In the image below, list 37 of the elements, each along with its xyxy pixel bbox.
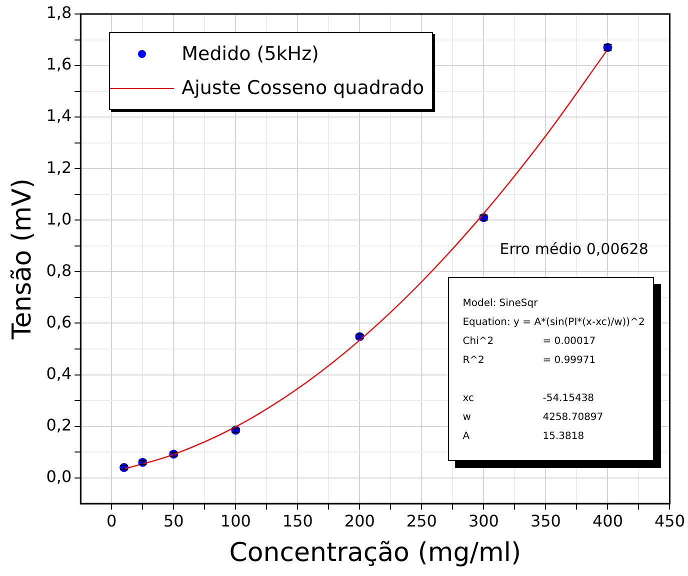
y-tick-label: 0,8 — [46, 260, 72, 280]
x-tick-label: 400 — [592, 511, 623, 530]
x-tick-label: 150 — [282, 511, 313, 530]
x-tick-label: 50 — [163, 511, 184, 530]
y-tick-label: 1,4 — [46, 106, 72, 126]
legend-label: Ajuste Cosseno quadrado — [182, 77, 424, 99]
annotation: = 0.99971 — [542, 355, 596, 368]
y-tick-label: 0,4 — [46, 364, 72, 383]
legend-label: Medido (5kHz) — [182, 43, 319, 65]
x-tick-label: 250 — [406, 511, 437, 530]
annotation: Model: SineSqr — [462, 298, 539, 311]
annotation: 15.3818 — [542, 431, 584, 444]
annotation: A — [462, 431, 471, 444]
x-tick-label: 300 — [468, 511, 499, 530]
y-tick-label: 0,0 — [46, 466, 72, 486]
x-tick-label: 450 — [654, 511, 686, 530]
y-tick-label: 1,0 — [46, 209, 72, 228]
y-axis-title: Tensão (mV) — [7, 178, 38, 340]
y-tick-label: 1,6 — [46, 54, 72, 74]
x-tick-label: 0 — [106, 511, 117, 530]
annotation: Erro médio 0,00628 — [500, 240, 648, 258]
x-tick-label: 350 — [530, 511, 561, 530]
annotation: w — [462, 412, 472, 425]
x-axis-title: Concentração (mg/ml) — [229, 538, 522, 568]
x-tick-label: 200 — [344, 511, 375, 530]
annotation: = 0.00017 — [542, 336, 596, 349]
annotation: xc — [462, 393, 475, 406]
x-tick-label: 100 — [220, 511, 251, 530]
annotation: 4258.70897 — [542, 412, 604, 425]
y-tick-label: 0,2 — [46, 415, 72, 434]
annotation: R^2 — [462, 355, 486, 368]
annotation: -54.15438 — [542, 393, 594, 406]
annotation: Chi^2 — [462, 336, 495, 349]
y-tick-label: 0,6 — [46, 312, 72, 332]
annotation: Equation: y = A*(sin(PI*(x-xc)/w))^2 — [462, 317, 646, 330]
y-tick-label: 1,8 — [46, 3, 72, 22]
y-tick-label: 1,2 — [46, 158, 72, 177]
